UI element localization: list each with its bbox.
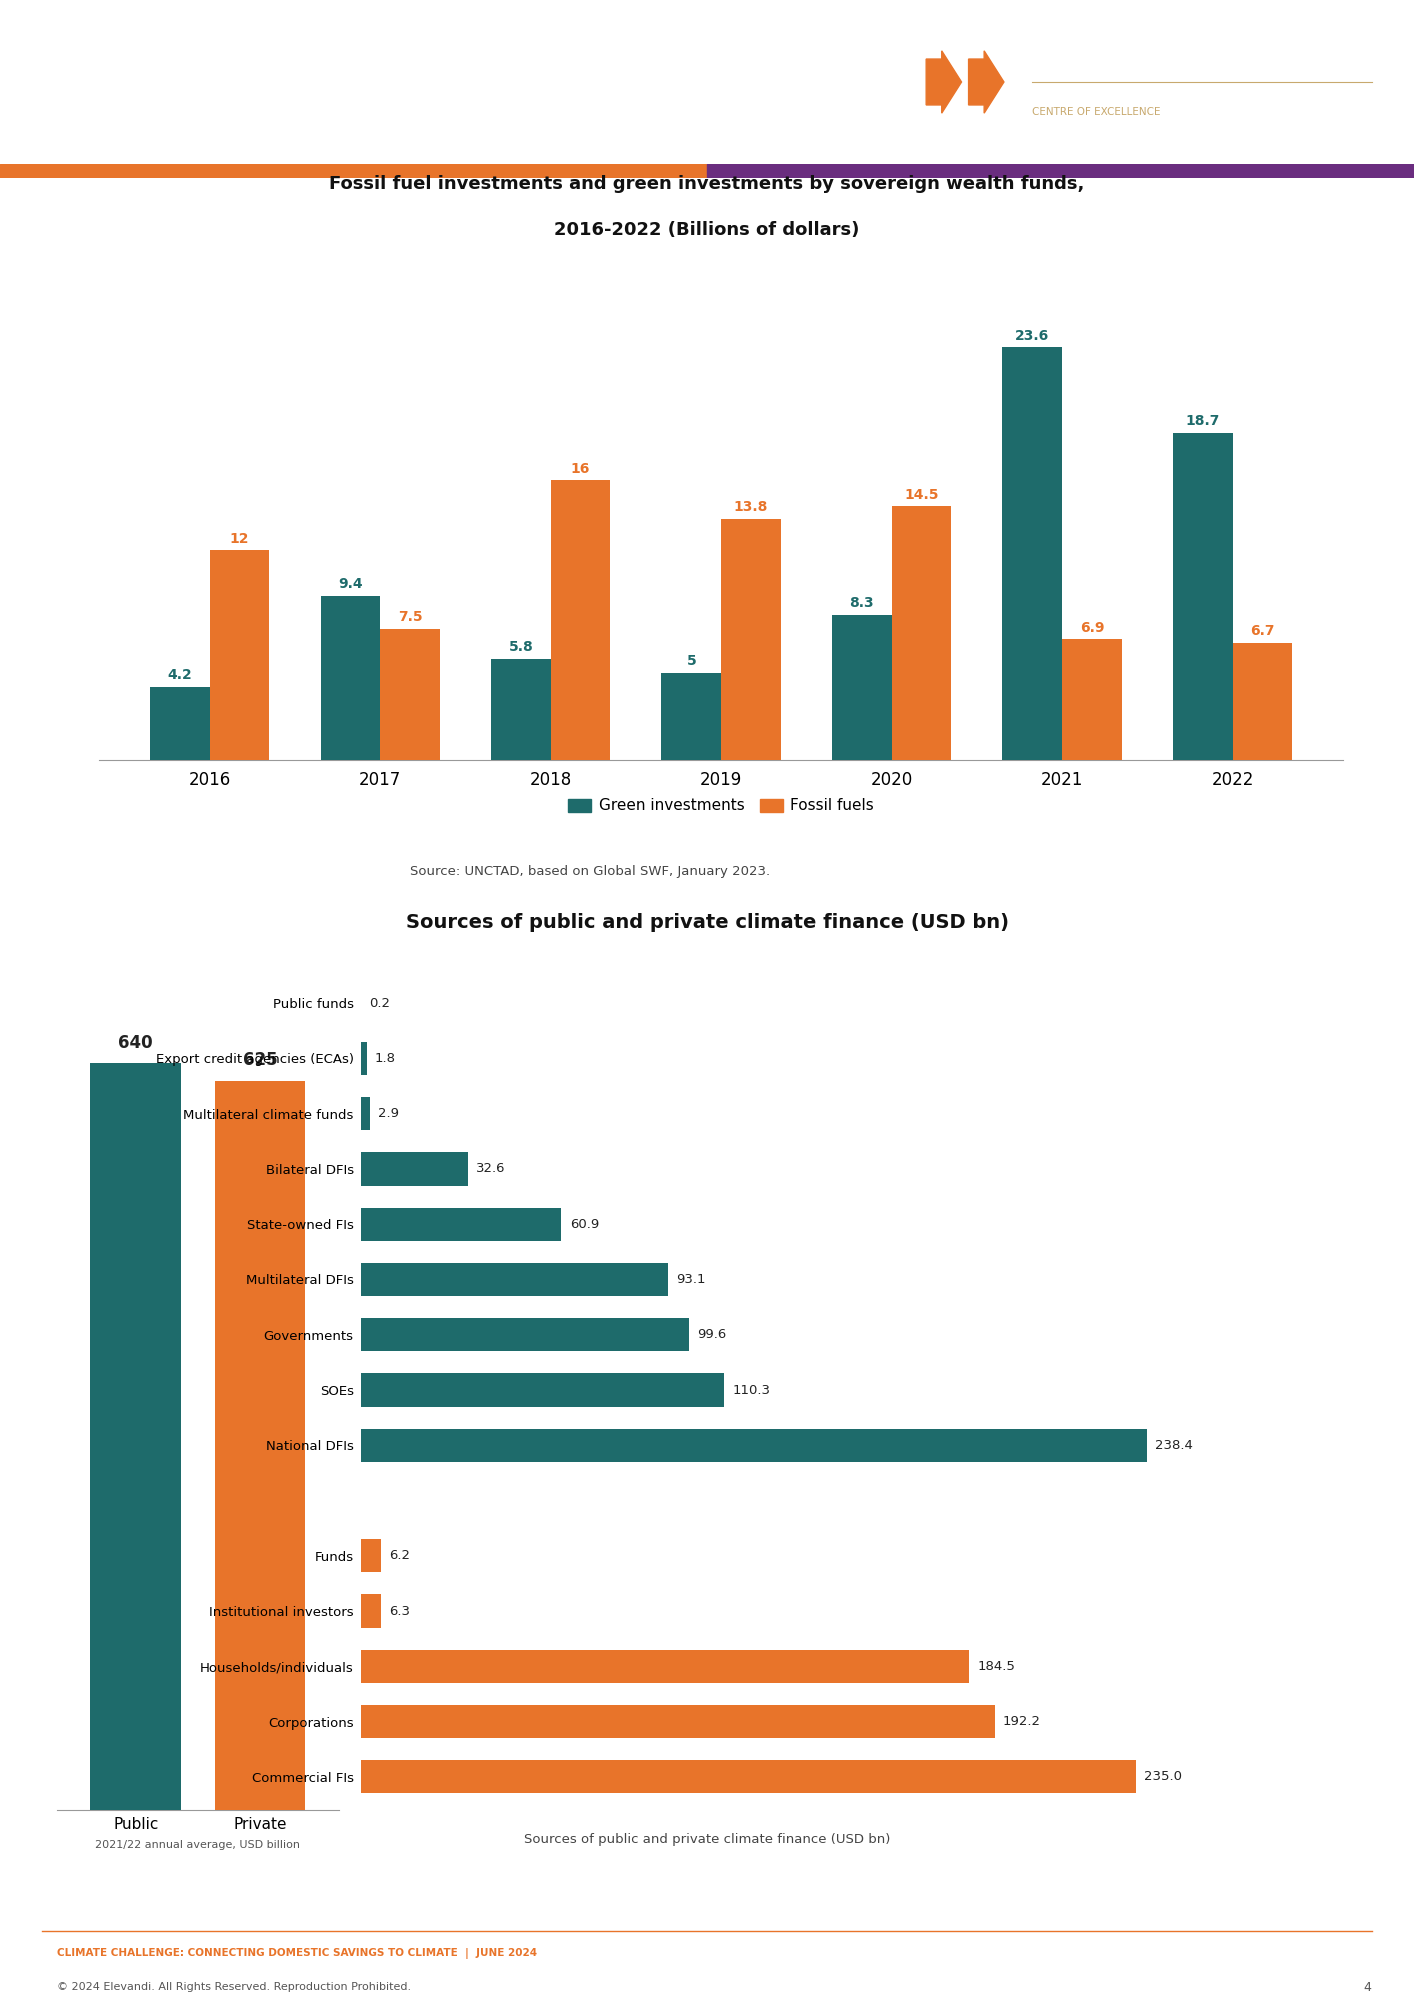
Text: 93.1: 93.1	[676, 1272, 706, 1286]
Text: 2016-2022 (Billions of dollars): 2016-2022 (Billions of dollars)	[554, 222, 860, 240]
Text: 23.6: 23.6	[1015, 328, 1049, 342]
Text: 4.2: 4.2	[168, 668, 192, 682]
Bar	[550, 480, 611, 760]
Text: DE-RISKING: DE-RISKING	[42, 62, 409, 116]
Text: F: F	[1032, 48, 1046, 66]
Text: 16: 16	[571, 462, 590, 476]
Text: 6.9: 6.9	[1080, 620, 1104, 634]
Text: 7.5: 7.5	[397, 610, 423, 624]
Text: CENTRE OF EXCELLENCE: CENTRE OF EXCELLENCE	[1032, 106, 1161, 116]
Bar	[361, 1042, 366, 1076]
Bar	[1233, 642, 1292, 760]
Bar	[721, 518, 781, 760]
Bar	[0, 164, 707, 178]
Bar	[361, 1152, 468, 1186]
Text: 14.5: 14.5	[904, 488, 939, 502]
Text: Sources of public and private climate finance (USD bn): Sources of public and private climate fi…	[406, 912, 1008, 932]
Text: Sources of public and private climate finance (USD bn): Sources of public and private climate fi…	[523, 1834, 891, 1846]
Bar	[215, 1080, 305, 1810]
Text: 2021/22 annual average, USD billion: 2021/22 annual average, USD billion	[96, 1840, 300, 1850]
Text: 60.9: 60.9	[570, 1218, 600, 1230]
Bar	[361, 1262, 667, 1296]
Bar	[209, 550, 270, 760]
Text: 13.8: 13.8	[734, 500, 768, 514]
Bar	[361, 1318, 689, 1352]
Text: 625: 625	[243, 1052, 277, 1070]
Bar	[90, 1064, 181, 1810]
Bar	[662, 672, 721, 760]
Text: 18.7: 18.7	[1185, 414, 1220, 428]
Bar	[491, 658, 550, 760]
FancyArrow shape	[969, 50, 1004, 114]
Text: 0.2: 0.2	[369, 996, 390, 1010]
Bar	[831, 614, 892, 760]
Legend: Green investments, Fossil fuels: Green investments, Fossil fuels	[563, 792, 880, 820]
Text: 6.2: 6.2	[389, 1550, 410, 1562]
Text: ATTERS: ATTERS	[1126, 48, 1213, 66]
Text: 1.8: 1.8	[375, 1052, 396, 1064]
Text: UTURE: UTURE	[1042, 48, 1121, 66]
Text: 5.8: 5.8	[509, 640, 533, 654]
Bar	[361, 1540, 380, 1572]
Text: 4: 4	[1363, 1980, 1372, 1994]
Bar	[1003, 348, 1062, 760]
Text: Fossil fuel investments and green investments by sovereign wealth funds,: Fossil fuel investments and green invest…	[329, 176, 1085, 194]
Text: 12: 12	[230, 532, 249, 546]
Text: M: M	[1111, 48, 1133, 66]
Text: 8.3: 8.3	[850, 596, 874, 610]
Bar	[361, 1428, 1147, 1462]
Text: 184.5: 184.5	[977, 1660, 1015, 1672]
Bar	[361, 1208, 561, 1240]
Bar	[321, 596, 380, 760]
Text: 99.6: 99.6	[697, 1328, 727, 1342]
Text: 32.6: 32.6	[477, 1162, 506, 1176]
Bar	[707, 164, 1414, 178]
Text: 6.3: 6.3	[390, 1604, 410, 1618]
Text: 9.4: 9.4	[338, 578, 363, 592]
FancyArrow shape	[926, 50, 962, 114]
Bar	[361, 1594, 382, 1628]
Text: 5: 5	[686, 654, 696, 668]
Text: 192.2: 192.2	[1003, 1716, 1041, 1728]
Bar	[1172, 432, 1233, 760]
Bar	[892, 506, 952, 760]
Bar	[1062, 640, 1121, 760]
Text: 2.9: 2.9	[379, 1108, 399, 1120]
Text: Source: UNCTAD, based on Global SWF, January 2023.: Source: UNCTAD, based on Global SWF, Jan…	[410, 864, 771, 878]
Bar	[361, 1374, 724, 1406]
Bar	[361, 1098, 370, 1130]
Bar	[380, 628, 440, 760]
Text: 6.7: 6.7	[1250, 624, 1274, 638]
Bar	[361, 1650, 970, 1682]
Text: 238.4: 238.4	[1155, 1438, 1193, 1452]
Text: 640: 640	[119, 1034, 153, 1052]
Bar	[361, 1760, 1135, 1794]
Text: © 2024 Elevandi. All Rights Reserved. Reproduction Prohibited.: © 2024 Elevandi. All Rights Reserved. Re…	[57, 1982, 410, 1992]
Bar	[361, 1704, 994, 1738]
Bar	[150, 686, 209, 760]
Text: 110.3: 110.3	[732, 1384, 771, 1396]
Text: 235.0: 235.0	[1144, 1770, 1182, 1784]
Text: TM: TM	[1249, 38, 1261, 48]
Text: CLIMATE CHALLENGE: CONNECTING DOMESTIC SAVINGS TO CLIMATE  |  JUNE 2024: CLIMATE CHALLENGE: CONNECTING DOMESTIC S…	[57, 1948, 537, 1960]
